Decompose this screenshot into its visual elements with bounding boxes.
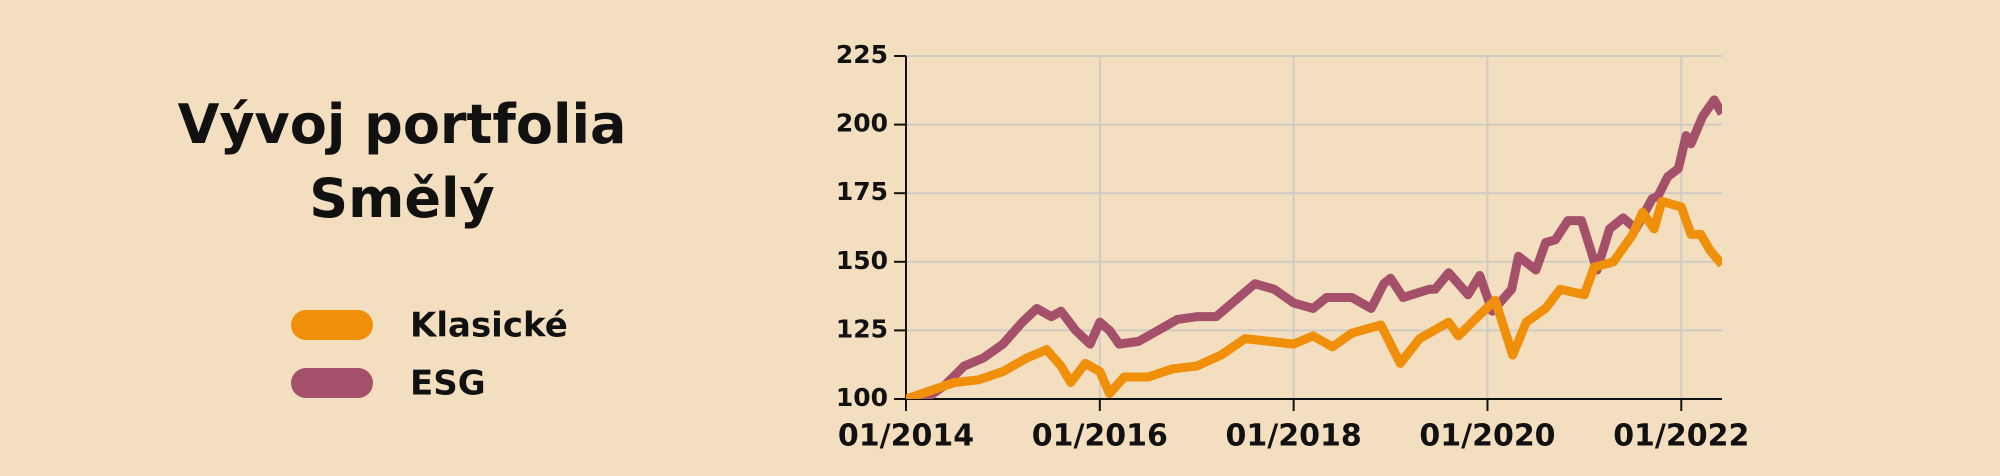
y-tick-label: 200 (836, 109, 888, 138)
y-tick-label: 175 (836, 177, 888, 206)
y-tick-label: 100 (836, 383, 888, 412)
y-tick-label: 150 (836, 246, 888, 275)
series-line (906, 196, 1722, 399)
legend-swatch (291, 310, 373, 340)
x-tick-label: 01/2022 (1613, 419, 1749, 454)
legend-label: Klasické (410, 306, 568, 346)
chart-title: Vývoj portfolia Smělý (177, 93, 627, 230)
series-line (908, 95, 1722, 399)
x-tick-label: 01/2016 (1032, 419, 1168, 454)
x-tick-label: 01/2020 (1419, 419, 1555, 454)
legend-swatch (291, 368, 373, 398)
y-tick-label: 225 (836, 40, 888, 69)
x-tick-label: 01/2018 (1226, 419, 1362, 454)
y-tick-label: 125 (836, 314, 888, 343)
legend-label: ESG (410, 364, 486, 404)
x-tick-label: 01/2014 (838, 419, 974, 454)
